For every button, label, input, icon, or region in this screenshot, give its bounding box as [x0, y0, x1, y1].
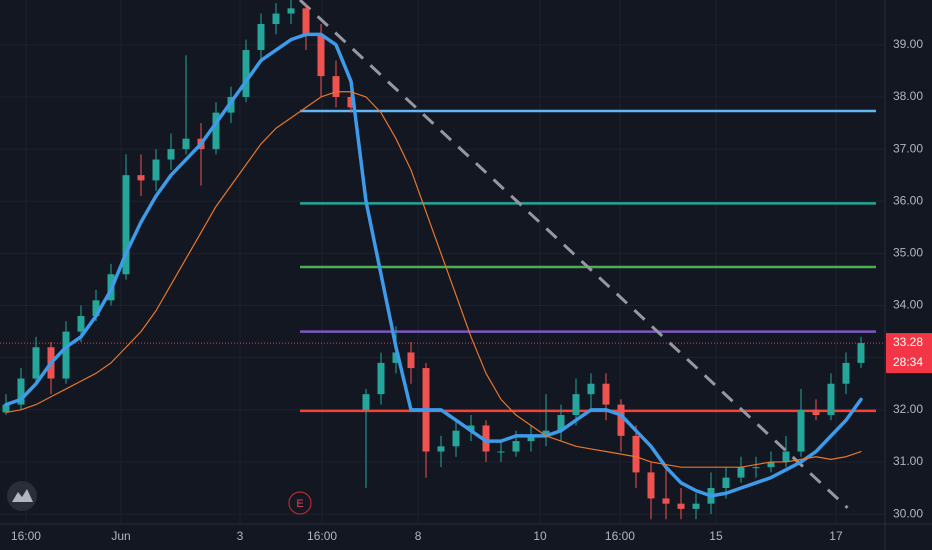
- candle-body: [362, 394, 370, 410]
- candle-body: [752, 467, 760, 469]
- x-tick-label: 3: [237, 529, 244, 543]
- logo-circle[interactable]: [7, 481, 37, 511]
- candle-body: [437, 446, 445, 452]
- candle-body: [677, 503, 685, 509]
- candle-body: [632, 435, 640, 473]
- x-tick-label: 16:00: [605, 529, 635, 543]
- last-price-label: 33.28: [893, 335, 923, 349]
- logo[interactable]: [7, 481, 37, 511]
- candle-body: [797, 409, 805, 452]
- candle-body: [767, 461, 775, 468]
- candle-body: [2, 404, 10, 413]
- candle-body: [512, 441, 520, 452]
- candle-body: [482, 425, 490, 452]
- x-tick-label: 15: [709, 529, 723, 543]
- candle-body: [212, 112, 220, 150]
- candle-body: [827, 383, 835, 416]
- candle-body: [92, 300, 100, 316]
- grid: [0, 0, 885, 524]
- x-tick-label: 16:00: [11, 529, 41, 543]
- candle-body: [737, 467, 745, 478]
- candle-body: [182, 138, 190, 150]
- candle-body: [17, 378, 25, 405]
- axes: 30.0031.0032.0033.0034.0035.0036.0037.00…: [11, 37, 932, 543]
- plot: E: [0, 0, 885, 520]
- event-marker-label: E: [296, 498, 303, 510]
- x-tick-label: 17: [829, 529, 843, 543]
- y-tick-label: 39.00: [893, 37, 923, 51]
- event-marker: [288, 491, 312, 515]
- y-tick-label: 32.00: [893, 402, 923, 416]
- candle-body: [647, 472, 655, 499]
- candle-body: [32, 347, 40, 379]
- trend-line: [298, 0, 849, 509]
- candle-body: [452, 430, 460, 447]
- candle-body: [167, 149, 175, 160]
- candle-body: [497, 451, 505, 453]
- y-tick-label: 36.00: [893, 193, 923, 207]
- candle-body: [137, 175, 145, 181]
- candle-body: [77, 315, 85, 332]
- candle-body: [602, 383, 610, 405]
- candle-body: [587, 383, 595, 395]
- candle-body: [347, 96, 355, 108]
- candle-body: [332, 76, 340, 97]
- candle-body: [377, 362, 385, 395]
- y-tick-label: 38.00: [893, 89, 923, 103]
- x-tick-label: 16:00: [307, 529, 337, 543]
- candle-body: [857, 343, 865, 363]
- y-tick-label: 34.00: [893, 298, 923, 312]
- logo-icon[interactable]: [12, 489, 33, 502]
- candle-body: [782, 451, 790, 462]
- candle-body: [287, 8, 295, 14]
- candle-body: [467, 425, 475, 431]
- candle-body: [407, 352, 415, 369]
- candle-body: [722, 477, 730, 489]
- candle-body: [542, 430, 550, 436]
- candle-body: [317, 34, 325, 77]
- candle-body: [617, 404, 625, 436]
- candle-body: [392, 352, 400, 363]
- y-tick-label: 37.00: [893, 141, 923, 155]
- y-tick-label: 31.00: [893, 454, 923, 468]
- candle-body: [572, 394, 580, 416]
- x-tick-label: 10: [533, 529, 547, 543]
- candle-body: [812, 409, 820, 416]
- x-tick-label: Jun: [111, 529, 130, 543]
- moving-average: [5, 91, 862, 468]
- last-price-box: [886, 333, 932, 374]
- candle-body: [662, 498, 670, 504]
- candle-body: [122, 175, 130, 275]
- candle-body: [557, 415, 565, 431]
- y-tick-label: 30.00: [893, 506, 923, 520]
- candle-body: [152, 159, 160, 181]
- countdown-label: 28:34: [893, 355, 923, 369]
- candle-body: [272, 13, 280, 24]
- candle-body: [242, 50, 250, 97]
- moving-average: [4, 32, 863, 498]
- candle-body: [257, 23, 265, 51]
- candle-body: [62, 331, 70, 379]
- x-tick-label: 8: [415, 529, 422, 543]
- y-tick-label: 35.00: [893, 246, 923, 260]
- candle-body: [692, 503, 700, 509]
- candle-body: [842, 362, 850, 384]
- candle-body: [302, 8, 310, 35]
- candle-body: [527, 435, 535, 442]
